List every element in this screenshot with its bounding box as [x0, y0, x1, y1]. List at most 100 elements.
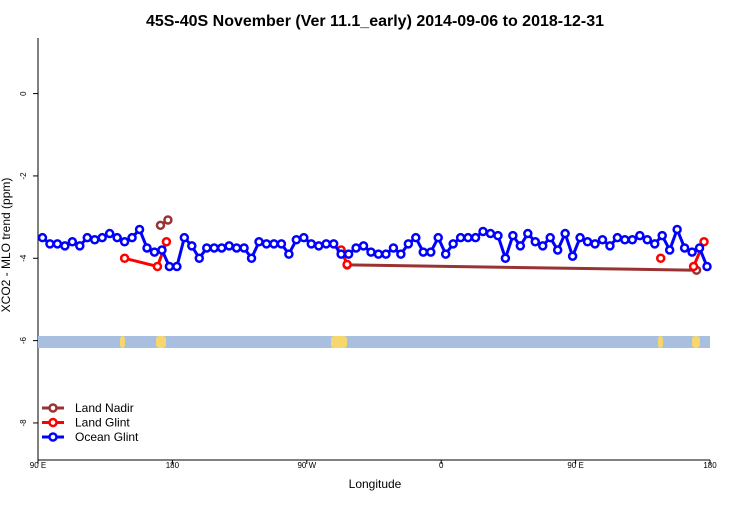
data-point [493, 230, 503, 241]
data-point [620, 234, 630, 245]
data-point [567, 251, 578, 261]
x-tick-label: 90 E [30, 461, 46, 470]
data-point [635, 230, 645, 241]
legend-marker [48, 432, 58, 442]
data-point [515, 241, 526, 251]
data-point [500, 253, 511, 264]
data-point [478, 226, 488, 237]
data-point [702, 261, 712, 272]
land-patch [692, 336, 700, 348]
data-point [351, 243, 361, 253]
data-point [470, 232, 481, 243]
data-point [239, 243, 249, 253]
data-point [179, 232, 190, 243]
data-point [201, 243, 212, 253]
legend-label: Land Glint [75, 416, 130, 430]
data-point [261, 239, 272, 249]
data-point [537, 241, 548, 251]
data-point [455, 232, 466, 243]
data-point [657, 230, 667, 241]
x-tick-label: 180 [703, 461, 717, 470]
legend-label: Ocean Glint [75, 430, 139, 444]
data-point [328, 239, 339, 249]
data-point [679, 243, 690, 253]
data-point [336, 249, 346, 259]
data-point [161, 237, 172, 247]
data-point [418, 247, 429, 257]
data-point [694, 243, 705, 253]
surface-band [38, 336, 710, 348]
data-point [343, 249, 354, 259]
y-tick-label: -8 [19, 419, 28, 427]
data-point [216, 243, 227, 253]
data-point [699, 237, 709, 247]
data-point [82, 232, 93, 243]
data-point [575, 232, 585, 243]
data-point [97, 232, 107, 243]
data-point [149, 247, 160, 257]
data-point [649, 239, 660, 249]
data-point [373, 249, 384, 259]
data-point [194, 253, 205, 264]
x-axis-label: Longitude [349, 477, 402, 491]
data-point [75, 241, 85, 251]
data-point [590, 239, 600, 249]
data-point [358, 241, 369, 251]
data-point [605, 241, 615, 251]
data-point [425, 247, 436, 257]
data-point [642, 234, 653, 245]
x-tick-label: 90 E [567, 461, 583, 470]
land-patch [658, 336, 663, 348]
data-point [627, 234, 638, 245]
data-point [209, 243, 219, 253]
chart-title: 45S-40S November (Ver 11.1_early) 2014-0… [146, 13, 604, 30]
data-point [119, 253, 130, 264]
data-point [164, 261, 175, 272]
data-point [306, 239, 317, 249]
data-point [388, 243, 399, 253]
data-point [119, 237, 130, 247]
data-point [688, 261, 699, 272]
data-point [152, 261, 163, 272]
data-point [254, 237, 264, 247]
data-point [342, 259, 352, 270]
data-point [687, 247, 697, 257]
data-point [299, 232, 309, 243]
data-point [552, 245, 563, 255]
data-point [89, 234, 100, 245]
data-point [269, 239, 279, 249]
data-point [112, 232, 122, 243]
data-point [448, 239, 458, 249]
data-point [172, 261, 182, 272]
data-point [582, 237, 593, 247]
legend-label: Land Nadir [75, 401, 134, 415]
data-point [321, 239, 331, 249]
x-tick-label: 180 [166, 461, 180, 470]
data-point [508, 230, 518, 241]
data-point [485, 228, 496, 239]
data-point [313, 241, 324, 251]
data-point [545, 232, 555, 243]
data-point [366, 247, 376, 257]
data-point [403, 239, 414, 249]
data-point [284, 249, 294, 259]
data-point [433, 232, 443, 243]
data-point [530, 237, 541, 247]
data-point [52, 239, 63, 249]
data-point [664, 245, 675, 255]
data-point [655, 253, 666, 264]
series-line [347, 263, 697, 272]
data-point [291, 234, 302, 245]
data-point [224, 241, 234, 251]
data-point [597, 234, 608, 245]
data-point [276, 239, 287, 249]
y-tick-label: -4 [19, 254, 28, 262]
y-tick-label: -6 [19, 337, 28, 345]
land-patch [156, 336, 166, 348]
data-point [246, 253, 257, 264]
data-point [463, 232, 473, 243]
data-point [127, 232, 137, 243]
data-point [67, 237, 78, 247]
data-point [37, 232, 48, 243]
